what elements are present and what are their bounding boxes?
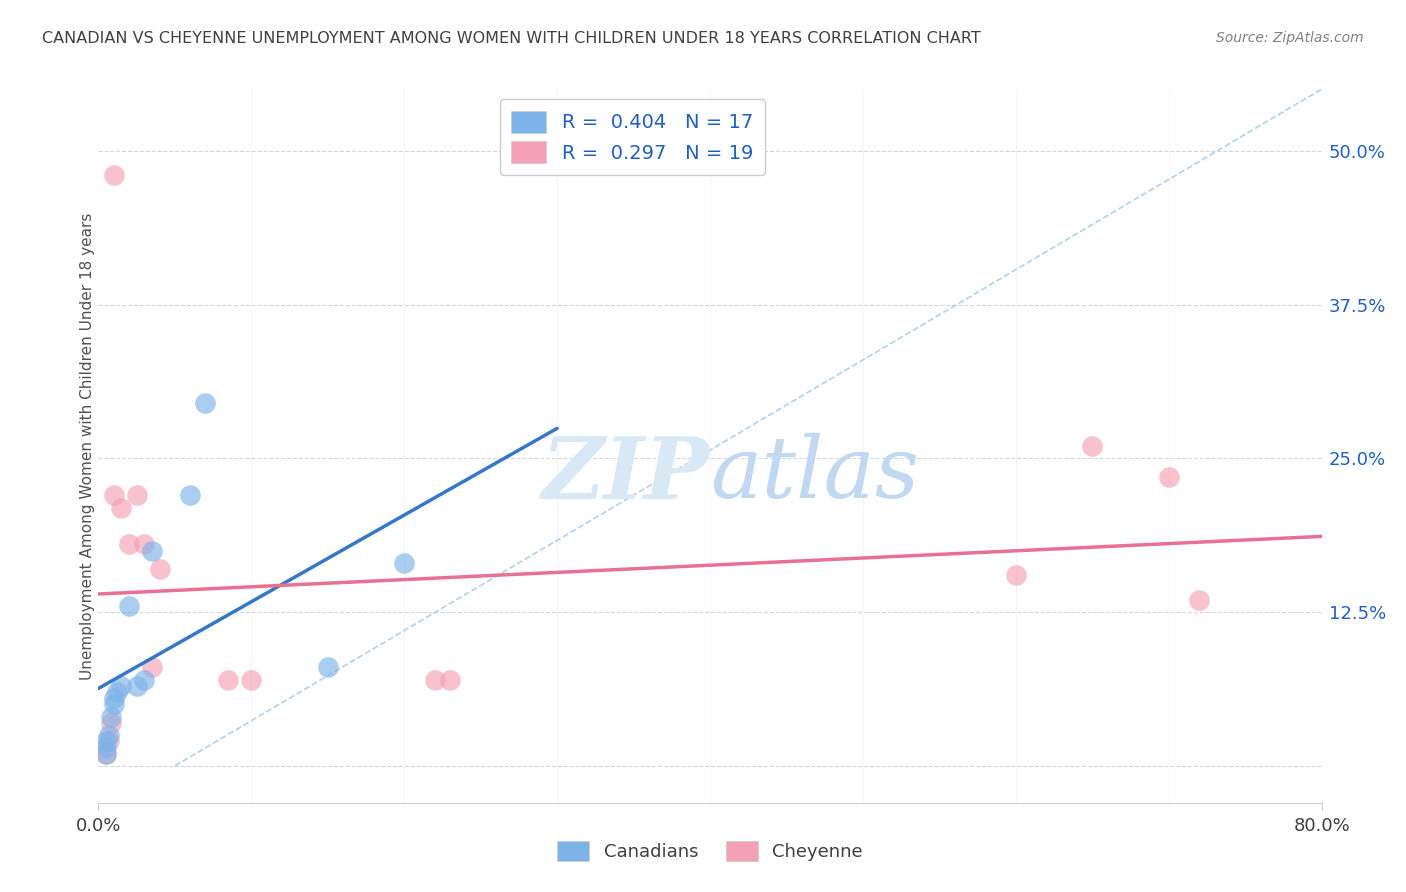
Point	[118, 537, 141, 551]
Point	[179, 488, 201, 502]
Text: Source: ZipAtlas.com: Source: ZipAtlas.com	[1216, 31, 1364, 45]
Point	[316, 660, 339, 674]
Point	[149, 562, 172, 576]
Point	[125, 679, 148, 693]
Point	[1004, 568, 1026, 582]
Point	[1081, 439, 1104, 453]
Legend: Canadians, Cheyenne: Canadians, Cheyenne	[546, 830, 875, 872]
Point	[103, 691, 125, 706]
Point	[423, 673, 446, 687]
Point	[100, 715, 122, 730]
Point	[94, 747, 117, 761]
Point	[100, 709, 122, 723]
Point	[118, 599, 141, 613]
Point	[110, 500, 132, 515]
Point	[194, 396, 217, 410]
Point	[103, 488, 125, 502]
Point	[103, 698, 125, 712]
Text: atlas: atlas	[710, 434, 920, 516]
Point	[98, 728, 121, 742]
Point	[94, 740, 117, 755]
Point	[94, 747, 117, 761]
Point	[110, 679, 132, 693]
Point	[98, 734, 121, 748]
Point	[134, 537, 156, 551]
Point	[217, 673, 239, 687]
Point	[94, 734, 117, 748]
Text: ZIP: ZIP	[543, 433, 710, 516]
Point	[1157, 469, 1180, 483]
Point	[240, 673, 263, 687]
Point	[1188, 592, 1211, 607]
Y-axis label: Unemployment Among Women with Children Under 18 years: Unemployment Among Women with Children U…	[80, 212, 94, 680]
Point	[105, 685, 128, 699]
Text: CANADIAN VS CHEYENNE UNEMPLOYMENT AMONG WOMEN WITH CHILDREN UNDER 18 YEARS CORRE: CANADIAN VS CHEYENNE UNEMPLOYMENT AMONG …	[42, 31, 981, 46]
Point	[141, 660, 163, 674]
Point	[134, 673, 156, 687]
Point	[141, 543, 163, 558]
Point	[125, 488, 148, 502]
Point	[439, 673, 461, 687]
Point	[392, 556, 416, 570]
Point	[103, 169, 125, 183]
